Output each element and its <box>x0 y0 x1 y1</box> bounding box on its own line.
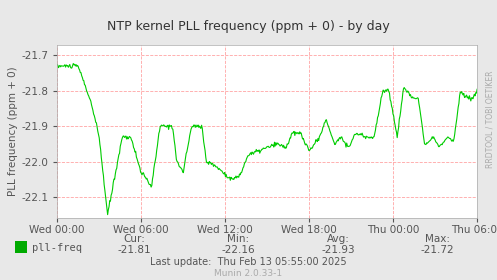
Text: Munin 2.0.33-1: Munin 2.0.33-1 <box>214 269 283 278</box>
Text: RRDTOOL / TOBI OETIKER: RRDTOOL / TOBI OETIKER <box>486 70 495 167</box>
Text: pll-freq: pll-freq <box>32 243 83 253</box>
Text: -21.81: -21.81 <box>117 245 151 255</box>
Text: Avg:: Avg: <box>327 234 349 244</box>
Text: -21.93: -21.93 <box>321 245 355 255</box>
Text: -21.72: -21.72 <box>420 245 454 255</box>
Text: Min:: Min: <box>228 234 249 244</box>
Text: Cur:: Cur: <box>123 234 145 244</box>
Y-axis label: PLL frequency (ppm + 0): PLL frequency (ppm + 0) <box>8 67 18 196</box>
Text: -22.16: -22.16 <box>222 245 255 255</box>
Text: Max:: Max: <box>425 234 450 244</box>
Text: Last update:  Thu Feb 13 05:55:00 2025: Last update: Thu Feb 13 05:55:00 2025 <box>150 256 347 267</box>
Text: NTP kernel PLL frequency (ppm + 0) - by day: NTP kernel PLL frequency (ppm + 0) - by … <box>107 20 390 32</box>
